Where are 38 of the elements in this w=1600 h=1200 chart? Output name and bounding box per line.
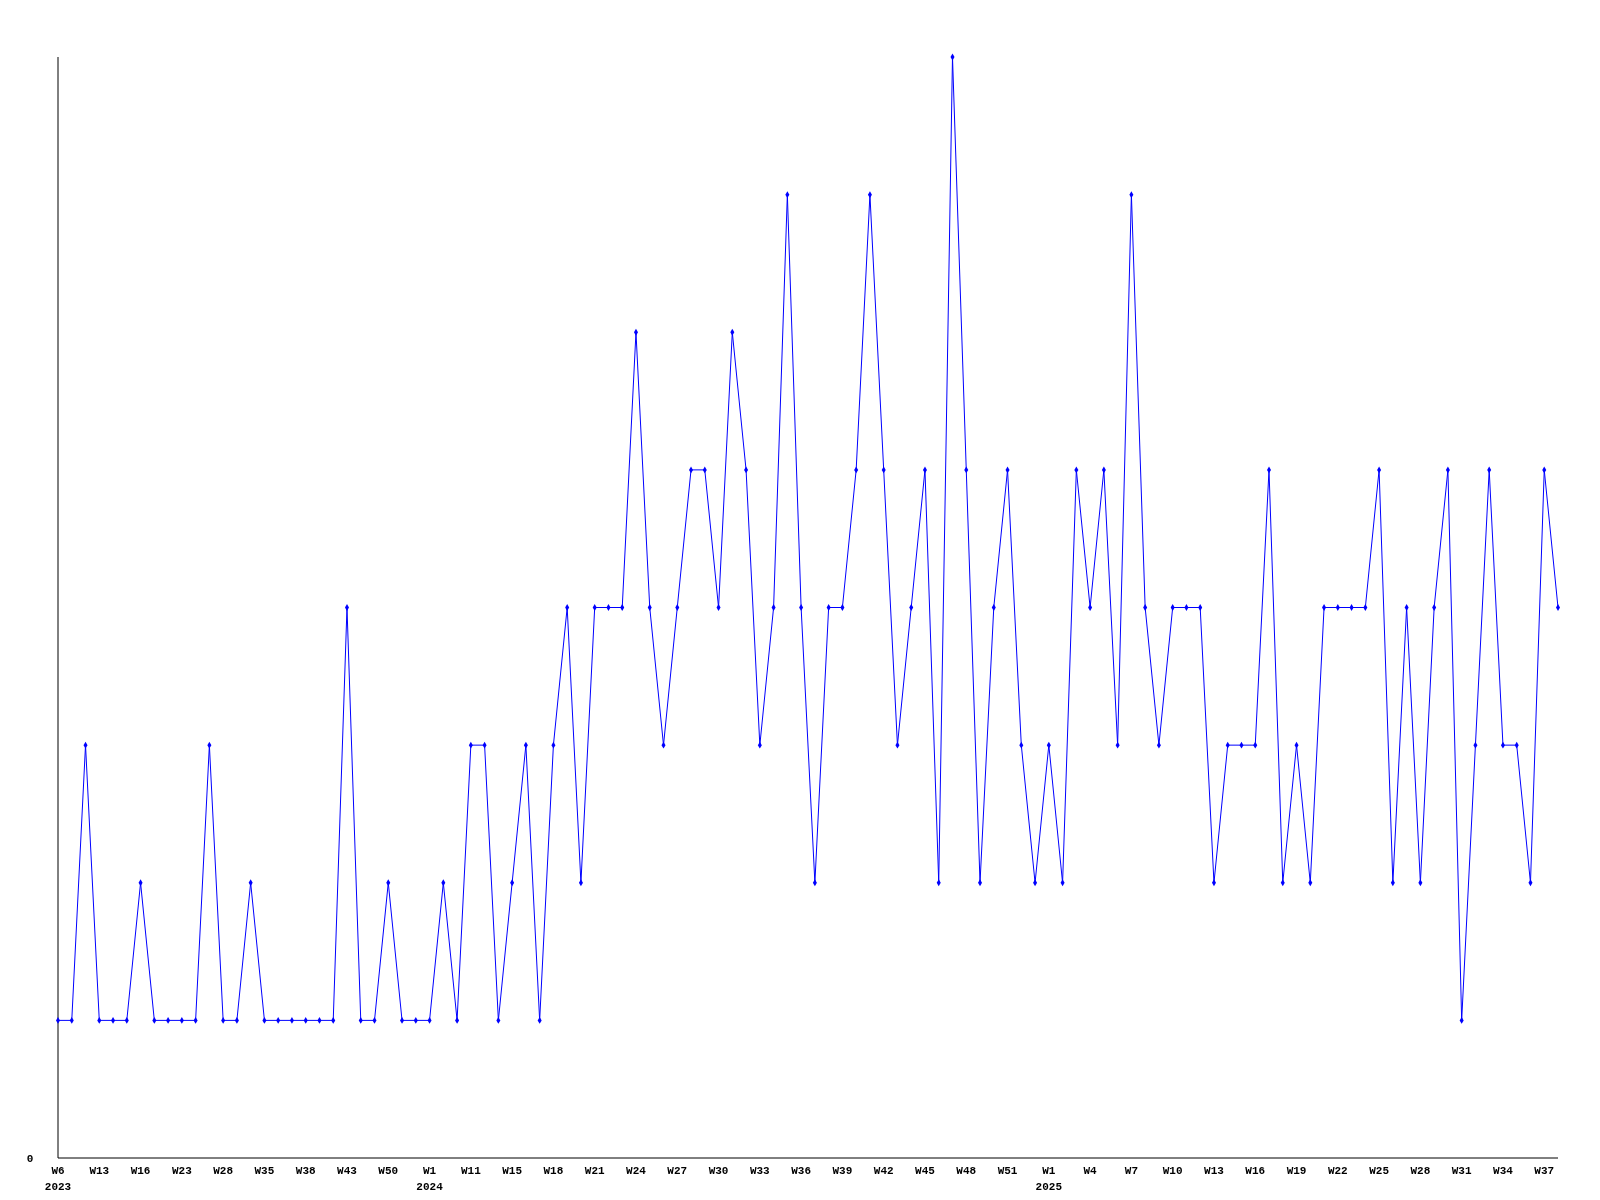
x-tick-label: W31	[1451, 1165, 1472, 1177]
x-tick-label: W4	[1083, 1165, 1098, 1177]
x-tick-label: W16	[1245, 1165, 1266, 1177]
x-tick-label: W13	[1204, 1165, 1225, 1177]
x-tick-label: W42	[873, 1165, 894, 1177]
x-tick-label: W7	[1124, 1165, 1138, 1177]
x-tick-label: W13	[89, 1165, 110, 1177]
x-tick-label: W23	[171, 1165, 193, 1177]
x-tick-label: W11	[460, 1165, 482, 1177]
x-tick-label: W36	[791, 1165, 812, 1177]
x-tick-label: W33	[749, 1165, 771, 1177]
x-tick-label: W19	[1286, 1165, 1307, 1177]
x-tick-label: W24	[626, 1165, 647, 1177]
x-tick-label: W21	[584, 1165, 605, 1177]
x-tick-label: W18	[543, 1165, 564, 1177]
x-tick-label: W15	[502, 1165, 523, 1177]
x-tick-label: W38	[295, 1165, 316, 1177]
x-tick-label: W34	[1493, 1165, 1514, 1177]
x-tick-label: W30	[708, 1165, 729, 1177]
x-tick-label: W10	[1162, 1165, 1183, 1177]
x-tick-label: W6 2023	[44, 1165, 72, 1193]
x-tick-label: W51	[997, 1165, 1018, 1177]
x-tick-label: W25	[1369, 1165, 1390, 1177]
x-tick-label: W45	[915, 1165, 936, 1177]
x-tick-label: W1 2025	[1035, 1165, 1063, 1193]
text: 0	[26, 1153, 34, 1165]
x-tick-label: W37	[1534, 1165, 1555, 1177]
x-tick-label: W28	[1410, 1165, 1431, 1177]
x-tick-label: W28	[213, 1165, 234, 1177]
x-tick-label: W1 2024	[416, 1165, 444, 1193]
x-tick-label: W35	[254, 1165, 275, 1177]
x-tick-label: W16	[130, 1165, 151, 1177]
x-tick-label: W43	[337, 1165, 358, 1177]
x-tick-label: W39	[832, 1165, 853, 1177]
x-tick-label: W48	[956, 1165, 977, 1177]
x-tick-label: W50	[378, 1165, 399, 1177]
x-tick-label: W27	[667, 1165, 688, 1177]
x-tick-label: W22	[1327, 1165, 1348, 1177]
